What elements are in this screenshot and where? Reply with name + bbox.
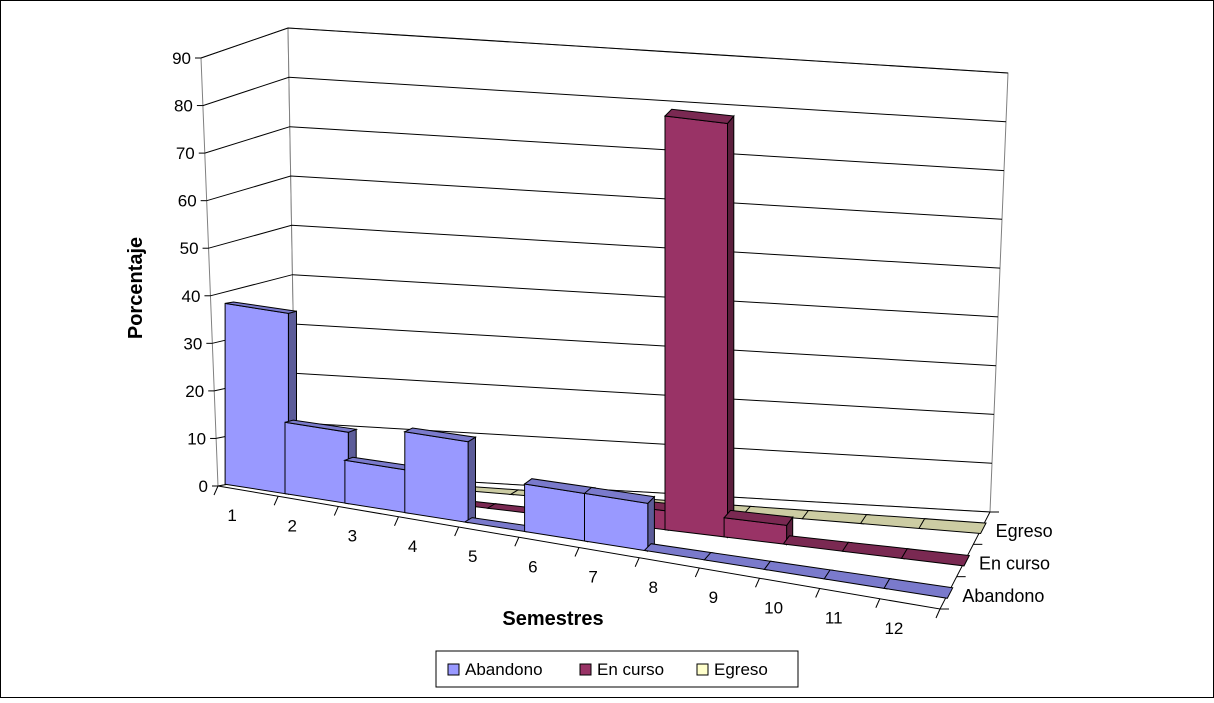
x-tick-label: 9 — [709, 588, 718, 607]
series-depth-labels: Abandono En curso Egreso — [962, 521, 1052, 606]
x-tick-label: 12 — [884, 619, 903, 638]
bar-front — [224, 302, 289, 495]
x-tick-label: 1 — [227, 506, 236, 525]
x-tick-label: 2 — [288, 516, 297, 535]
bar-top — [583, 486, 656, 504]
bar-side — [727, 114, 735, 539]
gridline — [200, 27, 1009, 74]
bar-top — [284, 419, 359, 433]
legend-label-egreso: Egreso — [714, 660, 768, 679]
bar-top — [883, 578, 954, 599]
bar — [723, 509, 794, 546]
bar-side — [467, 436, 476, 524]
bar — [403, 427, 477, 524]
back-wall — [287, 27, 1009, 513]
x-tick-label: 6 — [528, 557, 537, 576]
series-depth-label: En curso — [979, 554, 1050, 574]
bar-front — [664, 115, 728, 538]
gridline — [206, 175, 1003, 220]
y-tick-label: 40 — [182, 287, 201, 306]
bar-top — [225, 301, 297, 314]
y-tick-label: 90 — [172, 49, 191, 68]
gridline — [204, 126, 1005, 172]
y-axis-title: Porcentaje — [125, 237, 147, 339]
bar — [918, 518, 987, 535]
y-tick-labels: 0 10 20 30 40 50 60 70 80 90 — [172, 49, 218, 496]
y-tick-label: 30 — [183, 334, 202, 353]
x-tick-label: 7 — [588, 568, 597, 587]
y-tick-label: 60 — [178, 192, 197, 211]
bars — [224, 108, 987, 599]
x-tick-mark — [935, 608, 941, 619]
bar-top — [900, 548, 971, 567]
x-tick-mark — [634, 557, 640, 567]
series-depth-label: Abandono — [962, 586, 1044, 606]
x-tick-mark — [755, 578, 760, 588]
gridline — [210, 274, 999, 318]
legend-swatch-egreso — [696, 663, 709, 676]
legend-label-abandono: Abandono — [465, 660, 543, 679]
bar-top — [723, 509, 794, 526]
bar-front — [404, 431, 469, 524]
bar-front — [284, 421, 349, 505]
bar — [883, 578, 954, 599]
legend-swatch-abandono — [447, 663, 460, 676]
x-tick-label: 5 — [468, 547, 477, 566]
y-tick-label: 0 — [199, 477, 208, 496]
bar-top — [403, 427, 477, 443]
x-axis-title: Semestres — [502, 608, 603, 630]
gridline — [208, 224, 1001, 269]
legend-swatch-en-curso — [579, 663, 592, 676]
series-depth-label: Egreso — [996, 521, 1053, 541]
bar-side — [647, 495, 655, 553]
x-tick-label: 4 — [408, 537, 417, 556]
x-tick-mark — [213, 485, 219, 496]
bar — [663, 108, 735, 539]
x-tick-mark — [333, 506, 339, 516]
x-tick-mark — [694, 567, 700, 578]
legend: Abandono En curso Egreso — [435, 650, 799, 688]
x-tick-label: 8 — [649, 578, 658, 597]
x-tick-mark — [574, 547, 580, 557]
y-tick-label: 80 — [174, 97, 193, 116]
x-tick-mark — [875, 598, 881, 608]
x-tick-mark — [514, 537, 520, 547]
x-tick-mark — [273, 496, 279, 506]
y-tick-label: 70 — [176, 144, 195, 163]
bar-top — [663, 108, 735, 125]
y-tick-label: 50 — [180, 239, 199, 258]
x-tick-label: 10 — [764, 598, 783, 617]
x-tick-label: 3 — [348, 527, 357, 546]
x-tick-mark — [394, 516, 399, 526]
x-tick-mark — [815, 588, 821, 598]
legend-box — [435, 650, 799, 688]
legend-label-en-curso: En curso — [597, 660, 664, 679]
x-tick-mark — [454, 526, 460, 537]
gridline — [202, 76, 1007, 123]
y-tick-label: 20 — [185, 382, 204, 401]
bar — [900, 548, 971, 567]
bar-top — [918, 518, 987, 535]
y-tick-label: 10 — [187, 429, 206, 448]
bar — [583, 486, 656, 553]
x-tick-label: 11 — [825, 609, 843, 628]
